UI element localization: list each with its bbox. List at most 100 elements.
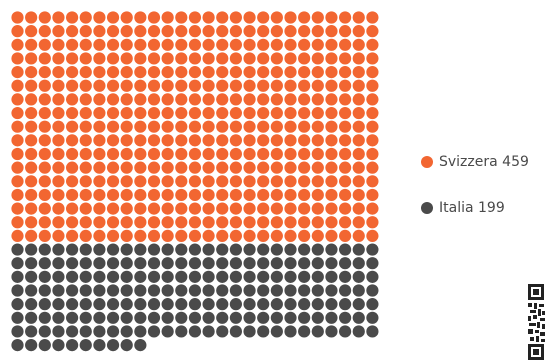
waffle-dot-svizzera: [134, 147, 147, 161]
legend-label-svizzera: Svizzera 459: [439, 154, 529, 170]
waffle-dot-italia: [134, 257, 147, 270]
waffle-dot-svizzera: [298, 106, 311, 120]
waffle-dot-italia: [52, 311, 65, 324]
waffle-dot-svizzera: [79, 11, 92, 24]
waffle-dot-svizzera: [202, 147, 215, 161]
waffle-dot-italia: [257, 270, 270, 283]
waffle-dot-svizzera: [216, 79, 229, 92]
waffle-dot-svizzera: [134, 202, 147, 215]
waffle-dot-italia: [216, 311, 229, 324]
waffle-dot-svizzera: [229, 202, 242, 215]
waffle-dot-italia: [284, 257, 297, 270]
waffle-dot-svizzera: [106, 38, 120, 51]
waffle-dot-svizzera: [229, 161, 242, 174]
waffle-dot-italia: [298, 298, 311, 311]
waffle-dot-svizzera: [52, 106, 65, 120]
waffle-dot-svizzera: [216, 216, 229, 229]
waffle-dot-svizzera: [325, 106, 338, 120]
waffle-dot-svizzera: [175, 175, 188, 188]
waffle-dot-italia: [38, 311, 51, 324]
waffle-dot-svizzera: [79, 93, 92, 106]
waffle-dot-italia: [106, 339, 120, 352]
waffle-dot-svizzera: [134, 120, 147, 133]
waffle-dot-svizzera: [25, 38, 38, 51]
waffle-dot-svizzera: [120, 188, 133, 202]
waffle-dot-italia: [93, 284, 106, 297]
waffle-dot-svizzera: [352, 52, 365, 65]
waffle-dot-italia: [188, 325, 202, 338]
waffle-dot-svizzera: [38, 134, 51, 147]
waffle-dot-svizzera: [25, 52, 38, 65]
waffle-dot-italia: [216, 243, 229, 256]
waffle-dot-italia: [339, 257, 352, 270]
waffle-dot-italia: [298, 243, 311, 256]
waffle-dot-svizzera: [243, 93, 256, 106]
waffle-dot-svizzera: [38, 202, 51, 215]
waffle-dot-italia: [52, 325, 65, 338]
waffle-dot-svizzera: [52, 66, 65, 79]
waffle-dot-svizzera: [11, 229, 24, 242]
waffle-dot-svizzera: [270, 11, 283, 24]
waffle-dot-svizzera: [284, 134, 297, 147]
waffle-dot-svizzera: [161, 38, 174, 51]
qr-code-icon[interactable]: [527, 282, 546, 360]
waffle-dot-italia: [11, 339, 24, 352]
waffle-dot-svizzera: [188, 79, 202, 92]
waffle-dot-svizzera: [352, 216, 365, 229]
waffle-dot-svizzera: [79, 134, 92, 147]
waffle-dot-italia: [147, 311, 161, 324]
waffle-dot-svizzera: [188, 188, 202, 202]
waffle-dot-italia: [106, 311, 120, 324]
waffle-dot-svizzera: [284, 120, 297, 133]
waffle-dot-svizzera: [229, 38, 242, 51]
waffle-dot-svizzera: [229, 106, 242, 120]
waffle-dot-svizzera: [284, 93, 297, 106]
waffle-dot-italia: [339, 298, 352, 311]
waffle-dot-svizzera: [243, 229, 256, 242]
waffle-dot-italia: [188, 257, 202, 270]
waffle-dot-svizzera: [134, 52, 147, 65]
waffle-dot-italia: [216, 298, 229, 311]
waffle-dot-italia: [66, 311, 79, 324]
waffle-dot-italia: [175, 325, 188, 338]
waffle-dot-italia: [52, 298, 65, 311]
waffle-dot-italia: [93, 311, 106, 324]
waffle-dot-svizzera: [202, 134, 215, 147]
waffle-dot-italia: [66, 298, 79, 311]
waffle-dot-svizzera: [366, 147, 379, 161]
waffle-dot-svizzera: [38, 106, 51, 120]
waffle-dot-italia: [134, 311, 147, 324]
waffle-dot-italia: [366, 243, 379, 256]
waffle-dot-svizzera: [175, 11, 188, 24]
waffle-dot-svizzera: [229, 52, 242, 65]
waffle-dot-italia: [257, 257, 270, 270]
waffle-dot-italia: [134, 298, 147, 311]
waffle-dot-svizzera: [134, 11, 147, 24]
waffle-dot-italia: [79, 257, 92, 270]
waffle-dot-italia: [11, 284, 24, 297]
waffle-dot-svizzera: [79, 25, 92, 38]
waffle-dot-italia: [284, 298, 297, 311]
waffle-dot-svizzera: [25, 216, 38, 229]
waffle-dot-svizzera: [257, 229, 270, 242]
waffle-dot-svizzera: [352, 175, 365, 188]
waffle-dot-svizzera: [339, 38, 352, 51]
waffle-dot-svizzera: [38, 38, 51, 51]
waffle-dot-svizzera: [38, 161, 51, 174]
waffle-dot-svizzera: [352, 120, 365, 133]
waffle-dot-italia: [298, 257, 311, 270]
waffle-dot-svizzera: [229, 11, 242, 24]
waffle-dot-svizzera: [120, 52, 133, 65]
waffle-dot-svizzera: [147, 11, 161, 24]
waffle-dot-italia: [11, 243, 24, 256]
waffle-dot-svizzera: [202, 79, 215, 92]
waffle-dot-svizzera: [202, 120, 215, 133]
waffle-dot-svizzera: [147, 229, 161, 242]
waffle-dot-svizzera: [52, 38, 65, 51]
waffle-dot-italia: [270, 311, 283, 324]
waffle-dot-svizzera: [298, 52, 311, 65]
waffle-dot-svizzera: [216, 93, 229, 106]
waffle-dot-svizzera: [243, 175, 256, 188]
waffle-dot-svizzera: [352, 11, 365, 24]
waffle-dot-svizzera: [216, 229, 229, 242]
